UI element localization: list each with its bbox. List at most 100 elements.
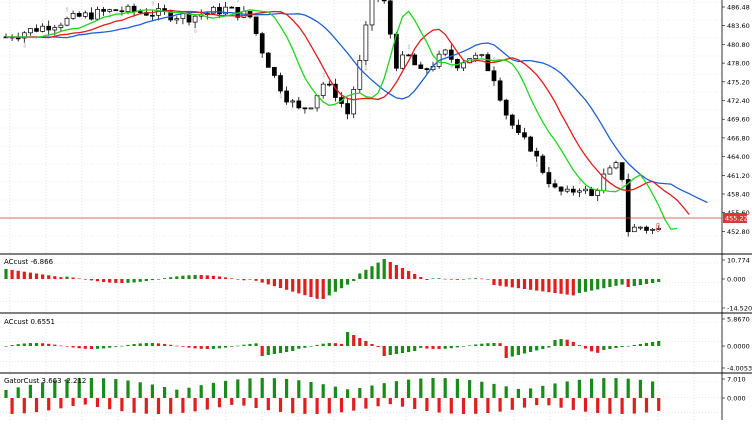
gator-histogram-bar bbox=[205, 398, 209, 410]
ac2-histogram-bar bbox=[102, 346, 106, 349]
ac2-histogram-bar bbox=[242, 344, 246, 346]
ac2-histogram-bar bbox=[364, 341, 368, 346]
gator-histogram-bar bbox=[266, 398, 270, 411]
ac2-histogram-bar bbox=[211, 346, 215, 349]
candle-body bbox=[540, 155, 546, 173]
gator-histogram-bar bbox=[583, 398, 588, 412]
ac2-histogram-bar bbox=[419, 346, 423, 348]
gator-histogram-bar bbox=[632, 398, 636, 414]
ac-histogram-bar bbox=[272, 279, 276, 287]
gator-histogram-bar bbox=[303, 398, 307, 414]
gator-histogram-bar bbox=[352, 398, 356, 411]
ac2-indicator-label: ACcust 0.6551 bbox=[4, 318, 55, 326]
ac-histogram-bar bbox=[321, 279, 325, 299]
gator-histogram-bar bbox=[102, 378, 106, 398]
ac-histogram-bar bbox=[83, 279, 87, 280]
gator-histogram-bar bbox=[156, 398, 161, 414]
candle-body bbox=[137, 11, 143, 13]
price-tick-label: 458.40 bbox=[727, 191, 750, 199]
fractal-marker: ⇩ bbox=[620, 182, 625, 189]
ac2-histogram-bar bbox=[388, 346, 392, 355]
gator-histogram-bar bbox=[339, 398, 344, 413]
indicator-tick-label: 5.8670 bbox=[727, 316, 750, 324]
gator-histogram-bar bbox=[28, 384, 32, 398]
gator-histogram-bar bbox=[199, 385, 203, 398]
ac-histogram-bar bbox=[388, 262, 392, 279]
candle-body bbox=[119, 10, 125, 13]
ac2-histogram-bar bbox=[126, 344, 130, 346]
ac2-histogram-bar bbox=[163, 343, 167, 346]
candle-body bbox=[503, 99, 509, 116]
gator-histogram-bar bbox=[230, 398, 234, 405]
ac2-histogram-bar bbox=[644, 343, 649, 346]
candle-body bbox=[46, 25, 52, 31]
candle-body bbox=[442, 49, 448, 55]
ac-histogram-bar bbox=[596, 279, 600, 290]
ac2-histogram-bar bbox=[205, 346, 209, 349]
gator-histogram-bar bbox=[541, 385, 545, 398]
ac-histogram-bar bbox=[461, 279, 466, 280]
gator-histogram-bar bbox=[370, 385, 374, 398]
gator-histogram-bar bbox=[309, 382, 313, 398]
candle-body bbox=[607, 167, 613, 175]
ac2-histogram-bar bbox=[638, 344, 642, 346]
ac2-histogram-bar bbox=[266, 346, 270, 355]
price-tick-label: 478.00 bbox=[727, 60, 750, 68]
candle-body bbox=[131, 5, 137, 12]
gator-histogram-bar bbox=[321, 384, 325, 398]
indicator-tick-label: 7.010 bbox=[727, 376, 746, 384]
candle-body bbox=[217, 6, 222, 15]
candle-body bbox=[558, 186, 564, 192]
ac2-histogram-bar bbox=[303, 346, 307, 348]
candle-body bbox=[95, 9, 100, 20]
ac2-histogram-bar bbox=[254, 343, 258, 346]
ac-histogram-bar bbox=[59, 277, 63, 279]
ac2-histogram-bar bbox=[187, 346, 191, 348]
ac2-histogram-bar bbox=[529, 346, 533, 352]
ac-histogram-bar bbox=[382, 259, 386, 279]
ac2-histogram-bar bbox=[260, 346, 264, 356]
ac2-histogram-bar bbox=[16, 344, 20, 346]
gator-histogram-bar bbox=[364, 398, 368, 409]
ac-histogram-bar bbox=[565, 279, 569, 295]
fractal-marker: ⇩ bbox=[193, 28, 198, 35]
fractal-marker: ⇧ bbox=[407, 44, 412, 51]
ac2-histogram-bar bbox=[455, 346, 459, 348]
ac2-histogram-bar bbox=[577, 345, 581, 346]
gator-histogram-bar bbox=[437, 398, 441, 413]
ac-histogram-bar bbox=[339, 279, 344, 289]
ac2-histogram-bar bbox=[89, 346, 93, 349]
gator-histogram-bar bbox=[559, 398, 563, 408]
alligator-lips-line bbox=[6, 9, 678, 230]
ac2-histogram-bar bbox=[224, 346, 228, 348]
candle-body bbox=[546, 172, 552, 185]
ac-histogram-bar bbox=[169, 277, 173, 279]
gator-histogram-bar bbox=[474, 398, 478, 414]
candle-body bbox=[52, 27, 58, 31]
gator-histogram-bar bbox=[181, 398, 185, 413]
ac-histogram-bar bbox=[620, 279, 624, 285]
candle-body bbox=[101, 9, 106, 12]
current-price-tag: 455.22 bbox=[725, 215, 748, 223]
ac2-histogram-bar bbox=[504, 346, 508, 358]
ac-histogram-bar bbox=[22, 271, 26, 279]
candle-body bbox=[461, 62, 466, 69]
ac2-histogram-bar bbox=[431, 346, 435, 349]
candle-body bbox=[644, 226, 649, 231]
candle-body bbox=[650, 228, 655, 231]
gator-histogram-bar bbox=[461, 398, 466, 414]
gator-histogram-bar bbox=[89, 378, 93, 398]
ac2-histogram-bar bbox=[413, 346, 417, 351]
candle-body bbox=[656, 228, 662, 230]
candle-body bbox=[491, 70, 497, 82]
gator-histogram-bar bbox=[596, 398, 600, 414]
ac2-histogram-bar bbox=[522, 346, 527, 354]
ac-histogram-bar bbox=[120, 279, 124, 283]
ac2-histogram-bar bbox=[626, 346, 630, 347]
gator-histogram-bar bbox=[651, 381, 655, 398]
candle-body bbox=[174, 18, 180, 21]
fractal-marker: ⇧ bbox=[236, 0, 241, 4]
ac2-histogram-bar bbox=[181, 346, 185, 347]
